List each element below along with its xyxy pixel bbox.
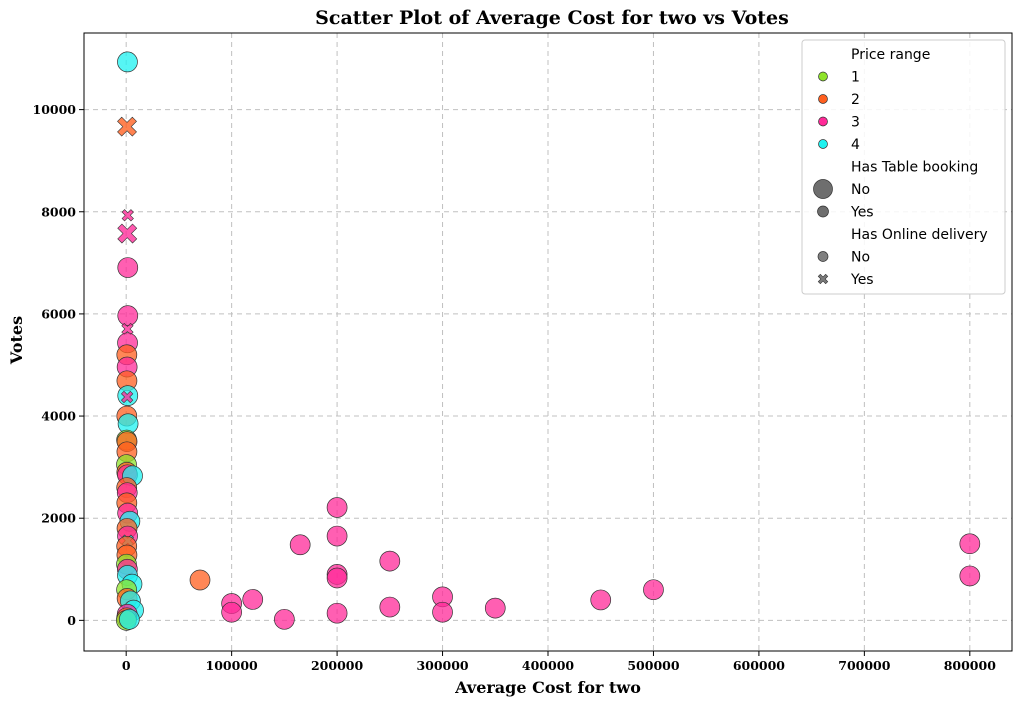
legend-title-price-range: Price range (851, 47, 930, 63)
legend-title-table-booking: Has Table booking (851, 160, 978, 176)
legend-swatch (818, 116, 828, 127)
y-tick-label: 6000 (41, 306, 76, 321)
x-tick-label: 300000 (416, 658, 468, 673)
legend-item-label: 3 (851, 115, 860, 131)
data-point (118, 608, 140, 630)
legend-size-marker (813, 179, 833, 199)
legend-item-label: 1 (851, 70, 860, 86)
chart-title: Scatter Plot of Average Cost for two vs … (315, 7, 789, 29)
y-tick-label: 10000 (33, 102, 77, 117)
data-point (379, 550, 401, 572)
y-tick-label: 4000 (41, 409, 76, 424)
x-tick-label: 400000 (522, 658, 574, 673)
data-point (326, 497, 348, 518)
legend-item-label: No (851, 250, 870, 266)
x-axis-ticks: 0 100000 200000 300000 400000 500000 600000 700… (122, 651, 996, 673)
x-tick-label: 0 (122, 658, 131, 673)
data-point (590, 589, 612, 611)
x-axis-label: Average Cost for two (454, 678, 641, 697)
data-points (116, 51, 981, 631)
data-point (484, 597, 506, 619)
data-point (643, 579, 664, 601)
grid (84, 33, 1012, 651)
data-point (959, 565, 981, 587)
x-tick-label: 800000 (944, 658, 996, 673)
legend-swatch (818, 71, 828, 82)
data-point (326, 567, 348, 589)
data-point (121, 209, 134, 222)
y-axis-ticks: 0 2000 4000 6000 8000 10000 (33, 102, 84, 628)
legend-style-marker (817, 251, 829, 262)
data-point (117, 257, 139, 278)
data-point (117, 116, 137, 137)
legend: Price range 1 2 3 4 Has Table booking No Yes Has… (801, 39, 1006, 295)
data-point (121, 322, 134, 336)
data-point (326, 602, 348, 624)
x-tick-label: 200000 (311, 658, 363, 673)
y-tick-label: 0 (67, 613, 76, 628)
data-point (117, 223, 138, 244)
data-point (189, 569, 211, 591)
x-tick-label: 500000 (627, 658, 679, 673)
legend-item-label: No (851, 182, 870, 198)
data-point (221, 601, 242, 623)
data-point (326, 525, 348, 547)
data-point (959, 533, 981, 555)
data-point (117, 305, 139, 326)
x-tick-label: 600000 (733, 658, 785, 673)
y-tick-label: 8000 (41, 204, 76, 219)
legend-swatch (818, 139, 828, 149)
data-point (274, 608, 295, 630)
legend-box (801, 39, 1006, 295)
x-tick-label: 700000 (838, 658, 890, 673)
x-tick-label: 100000 (206, 658, 258, 673)
data-point (379, 596, 401, 618)
y-tick-label: 2000 (41, 511, 76, 526)
legend-item-label: 2 (851, 92, 860, 108)
data-point (121, 390, 134, 404)
legend-style-marker (817, 273, 829, 285)
data-point (117, 51, 138, 73)
y-axis-label: Votes (7, 316, 26, 365)
legend-size-marker (817, 205, 829, 218)
data-point (289, 534, 311, 556)
legend-title-online-delivery: Has Online delivery (851, 227, 988, 243)
legend-item-label: 4 (851, 137, 860, 153)
data-point (432, 601, 453, 623)
legend-item-label: Yes (850, 205, 874, 221)
legend-swatch (818, 94, 828, 104)
legend-item-label: Yes (850, 272, 874, 288)
data-point (242, 589, 264, 610)
